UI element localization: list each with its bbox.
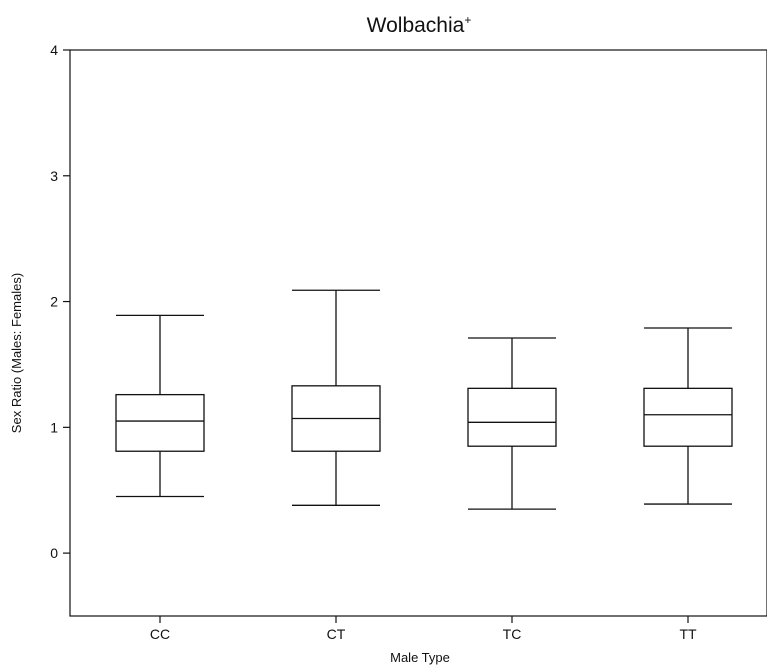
x-tick-label-cc: CC (150, 626, 170, 642)
chart-title: Wolbachia+ (367, 13, 472, 37)
x-tick-label-tc: TC (503, 626, 522, 642)
box-cc (115, 314, 205, 498)
y-tick-label-1: 1 (50, 419, 58, 435)
box-tt (643, 327, 733, 505)
chart-title-text: Wolbachia (367, 14, 465, 37)
box-ct (291, 289, 381, 506)
y-tick-label-2: 2 (50, 294, 58, 310)
plot-frame (69, 49, 767, 617)
x-axis: CC CT TC TT (150, 616, 697, 642)
y-tick-label-0: 0 (50, 545, 58, 561)
y-axis: 0 1 2 3 4 (50, 42, 70, 561)
y-axis-label: Sex Ratio (Males: Females) (9, 273, 24, 433)
box-tc (467, 337, 557, 510)
iqr-box-tc (467, 387, 557, 447)
x-axis-label: Male Type (390, 650, 450, 665)
x-tick-label-tt: TT (679, 626, 697, 642)
chart-title-superscript: + (464, 13, 471, 27)
y-tick-label-4: 4 (50, 42, 58, 58)
iqr-box-cc (115, 393, 205, 452)
x-tick-label-ct: CT (327, 626, 346, 642)
boxes-group (115, 289, 733, 510)
y-tick-label-3: 3 (50, 168, 58, 184)
iqr-box-tt (643, 387, 733, 447)
